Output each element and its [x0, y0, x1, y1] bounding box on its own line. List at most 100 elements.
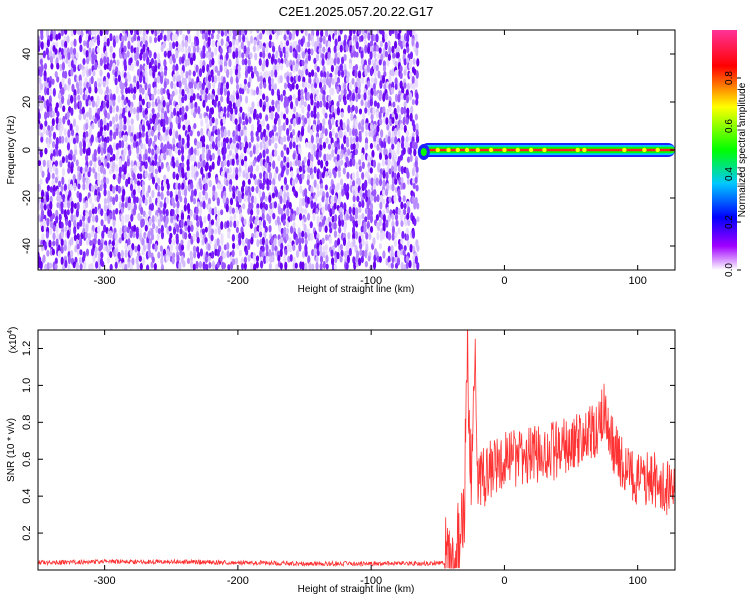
- spectrogram-cell: [280, 136, 284, 146]
- spectrogram-cell: [90, 75, 94, 85]
- signal-band-peak: [622, 147, 627, 153]
- spectrogram-cell: [388, 45, 392, 55]
- spectrogram-cell: [346, 183, 350, 193]
- spectrogram-cell: [138, 131, 142, 140]
- spectrogram-cell: [315, 95, 319, 102]
- spectrogram-cell: [325, 160, 329, 167]
- spectrogram-cell: [217, 70, 221, 77]
- spectrogram-cell: [400, 165, 404, 175]
- spectrogram-cell: [364, 249, 368, 259]
- spectrogram-cell: [77, 94, 81, 101]
- spectrogram-cell: [241, 52, 245, 59]
- spectrogram-cell: [256, 45, 260, 52]
- spectrogram-cell: [361, 161, 365, 170]
- spectrogram-cell: [123, 124, 127, 131]
- spectrogram-cell: [252, 45, 256, 53]
- spectrogram-cell: [78, 172, 82, 181]
- signal-band-peak: [582, 147, 587, 153]
- spectrogram-cell: [60, 47, 64, 56]
- spectrogram-cell: [303, 101, 307, 108]
- spectrogram-cell: [79, 238, 83, 247]
- spectrogram-cell: [258, 189, 262, 199]
- spectrogram-cell: [256, 207, 260, 216]
- spectrogram-cell: [250, 195, 255, 204]
- spectrogram-cell: [336, 154, 340, 162]
- spectrogram-cell: [207, 149, 211, 157]
- spectrogram-cell: [168, 45, 173, 53]
- spectrogram-cell: [262, 128, 267, 138]
- spectrogram-cell: [318, 42, 322, 50]
- spectrogram-cell: [340, 249, 344, 258]
- spectrogram-cell: [259, 98, 263, 108]
- spectrogram-cell: [217, 148, 221, 156]
- spectrogram-cell: [114, 77, 118, 86]
- spectrogram-cell: [352, 195, 356, 203]
- spectrogram-cell: [295, 83, 299, 90]
- spectrogram-cell: [220, 95, 224, 103]
- spectrogram-cell: [373, 44, 377, 54]
- spectrogram-cell: [172, 202, 176, 209]
- spectrogram-cell: [85, 136, 89, 143]
- spectrogram-cell: [355, 254, 359, 264]
- spectrogram-cell: [97, 238, 101, 246]
- spectrogram-cell: [390, 262, 394, 269]
- spectrogram-cell: [252, 145, 256, 155]
- spectrogram-cell: [273, 83, 277, 91]
- spectrogram-cell: [195, 64, 199, 73]
- spectrogram-cell: [144, 153, 148, 161]
- spectrogram-cell: [78, 79, 83, 89]
- spectrogram-cell: [93, 232, 98, 241]
- spectrogram-cell: [109, 212, 113, 220]
- spectrogram-cell: [416, 216, 420, 223]
- spectrogram-cell: [123, 147, 127, 157]
- spectrogram-cell: [219, 47, 223, 55]
- spectrogram-cell: [359, 64, 363, 72]
- spectrogram-cell: [334, 38, 338, 47]
- spectrogram-cell: [303, 156, 307, 164]
- spectrogram-cell: [399, 244, 403, 251]
- spectrogram-cell: [360, 225, 364, 233]
- spectrogram-cell: [87, 170, 91, 178]
- spectrogram-cell: [244, 161, 248, 169]
- spectrogram-cell: [348, 62, 352, 70]
- spectrogram-cell: [391, 225, 396, 235]
- colorbar-tick-label: 0.4: [724, 167, 735, 181]
- spectrogram-cell: [61, 176, 65, 186]
- spectrogram-cell: [345, 44, 349, 53]
- spectrogram-cell: [244, 58, 248, 66]
- spectrogram-cell: [357, 30, 362, 36]
- spectrogram-cell: [307, 33, 311, 42]
- spectrogram-cell: [119, 124, 123, 133]
- spectrogram-cell: [394, 239, 398, 248]
- spectrogram-cell: [318, 47, 322, 54]
- spectrogram-cell: [240, 257, 244, 265]
- spectrogram-cell: [266, 123, 270, 132]
- spectrogram-cell: [285, 167, 290, 176]
- spectrogram-cell: [225, 51, 229, 61]
- spectrogram-cell: [157, 103, 161, 113]
- spectrogram-cell: [402, 39, 406, 48]
- spectrogram-cell: [151, 101, 155, 108]
- spectrogram-cell: [316, 124, 320, 133]
- spectrogram-cell: [355, 41, 359, 50]
- spectrogram-cell: [38, 238, 42, 247]
- spectrogram-cell: [72, 47, 77, 56]
- spectrogram-cell: [187, 34, 192, 44]
- spectrogram-cell: [41, 233, 45, 242]
- spectrogram-cell: [236, 243, 240, 250]
- spectrogram-cell: [72, 137, 77, 145]
- spectrogram-cell: [60, 185, 64, 192]
- spectrogram-cell: [354, 230, 359, 240]
- spectrogram-cell: [245, 172, 249, 180]
- spectrogram-cell: [238, 34, 242, 43]
- spectrogram-cell: [249, 52, 253, 59]
- spectrogram-cell: [264, 195, 268, 202]
- spectrogram-cell: [154, 59, 158, 67]
- spectrogram-cell: [311, 248, 315, 257]
- spectrogram-cell: [354, 105, 359, 115]
- spectrogram-cell: [273, 201, 278, 209]
- spectrogram-cell: [76, 233, 80, 241]
- spectrogram-cell: [101, 261, 105, 268]
- spectrogram-cell: [247, 207, 251, 215]
- spectrogram-cell: [103, 56, 107, 65]
